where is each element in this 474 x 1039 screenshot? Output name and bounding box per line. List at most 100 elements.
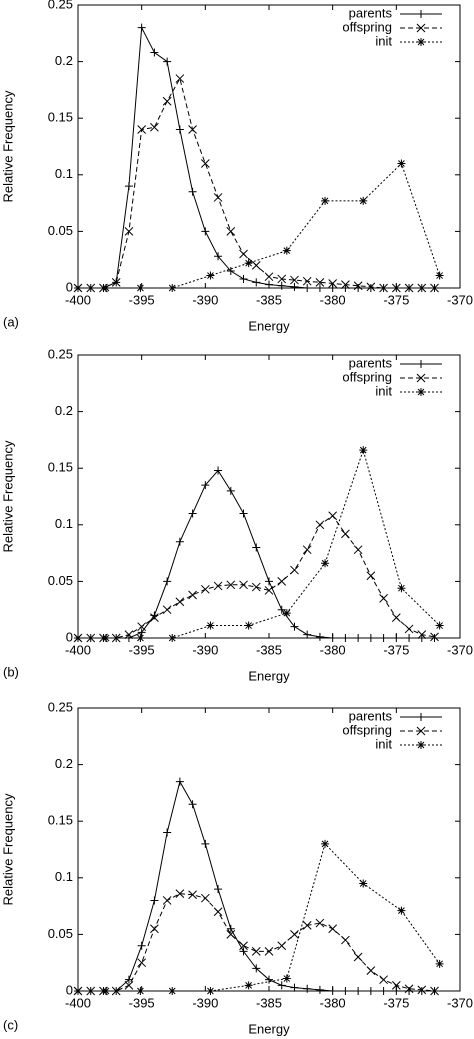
data-marker <box>277 981 286 990</box>
data-marker <box>430 632 439 642</box>
data-marker <box>328 924 338 934</box>
data-marker <box>341 529 350 539</box>
data-marker <box>265 975 273 984</box>
x-tick-label: -390 <box>192 642 218 657</box>
data-marker <box>277 577 287 586</box>
data-marker <box>366 282 376 292</box>
data-marker <box>366 966 376 975</box>
data-marker <box>277 281 286 290</box>
data-marker <box>102 634 111 642</box>
series-line <box>78 515 435 639</box>
data-marker <box>290 983 299 992</box>
x-tick-label: -385 <box>256 642 282 657</box>
data-marker <box>277 605 286 614</box>
data-marker <box>175 74 185 83</box>
data-marker <box>264 272 274 282</box>
x-tick-label: -390 <box>192 292 218 307</box>
data-marker <box>213 581 223 591</box>
data-marker <box>315 632 324 641</box>
data-marker <box>137 628 146 637</box>
data-marker <box>188 890 197 900</box>
data-marker <box>239 509 248 518</box>
y-tick-label: 0.05 <box>48 573 73 588</box>
data-marker <box>290 282 299 291</box>
x-tick-label: -385 <box>256 292 282 307</box>
y-tick-label: 0 <box>66 629 73 644</box>
data-marker <box>239 941 248 951</box>
data-marker <box>391 613 401 622</box>
data-marker <box>175 889 185 899</box>
data-marker <box>391 283 401 293</box>
data-marker <box>251 947 261 956</box>
data-marker <box>303 630 312 639</box>
x-tick-label: -395 <box>129 292 155 307</box>
data-marker <box>136 284 145 292</box>
data-marker <box>137 941 146 950</box>
y-tick-label: 0.15 <box>48 110 73 125</box>
data-marker <box>379 987 388 995</box>
data-marker <box>206 271 215 280</box>
legend-marker <box>416 23 426 33</box>
data-marker <box>213 907 223 917</box>
data-marker <box>111 986 121 996</box>
data-marker <box>435 271 444 280</box>
data-marker <box>188 800 197 809</box>
data-marker <box>417 985 427 995</box>
data-marker <box>213 193 223 202</box>
data-marker <box>111 277 121 287</box>
data-marker <box>315 284 324 292</box>
data-marker <box>354 987 363 995</box>
panel-label: (a) <box>3 314 19 329</box>
y-axis-label: Relative Frequency <box>0 90 15 202</box>
data-marker <box>277 274 287 284</box>
data-marker <box>226 580 236 590</box>
x-tick-label: -390 <box>192 995 218 1010</box>
x-tick-label: -375 <box>383 995 409 1010</box>
x-axis-label: Energy <box>248 1021 290 1036</box>
x-axis-label: Energy <box>248 318 290 333</box>
data-marker <box>328 511 338 521</box>
legend-label: init <box>375 736 392 751</box>
series-line <box>78 893 435 992</box>
legend-label: offspring <box>342 722 392 737</box>
data-marker <box>290 275 299 285</box>
x-tick-label: -375 <box>383 642 409 657</box>
data-marker <box>137 958 147 968</box>
data-marker <box>379 283 388 293</box>
x-tick-label: -380 <box>320 292 346 307</box>
data-marker <box>111 633 121 643</box>
data-marker <box>150 613 159 622</box>
data-marker <box>417 987 426 995</box>
y-tick-label: 0.25 <box>48 699 73 714</box>
data-marker <box>124 980 134 990</box>
data-marker <box>290 930 299 939</box>
x-tick-label: -380 <box>320 642 346 657</box>
x-tick-label: -400 <box>65 642 91 657</box>
data-marker <box>417 630 427 639</box>
data-marker <box>251 582 261 592</box>
data-marker <box>226 930 236 939</box>
data-marker <box>321 559 330 568</box>
data-marker <box>417 634 426 642</box>
data-marker <box>303 984 312 993</box>
data-marker <box>251 261 261 270</box>
data-marker <box>435 959 444 968</box>
data-marker <box>328 284 337 292</box>
data-marker <box>188 590 197 600</box>
data-marker <box>252 543 261 552</box>
data-marker <box>137 23 146 32</box>
data-marker <box>265 280 273 289</box>
data-marker <box>201 839 210 848</box>
y-axis-label: Relative Frequency <box>0 440 15 552</box>
data-marker <box>168 987 177 995</box>
y-tick-label: 0.15 <box>48 813 73 828</box>
x-tick-label: -380 <box>320 995 346 1010</box>
series-line <box>78 162 441 289</box>
data-marker <box>341 634 350 642</box>
data-marker <box>328 279 338 288</box>
x-tick-label: -395 <box>129 995 155 1010</box>
data-marker <box>206 621 215 630</box>
data-marker <box>303 284 312 292</box>
data-marker <box>163 577 172 586</box>
